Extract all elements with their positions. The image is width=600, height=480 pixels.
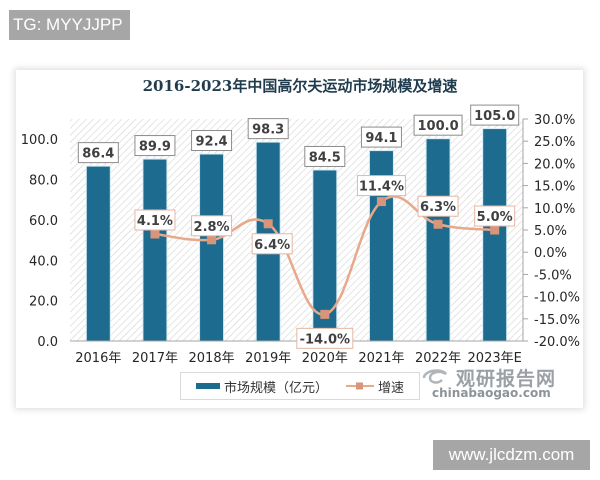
left-axis-tick-label: 60.0 xyxy=(29,214,58,229)
bar-label-box xyxy=(470,104,520,126)
line-marker xyxy=(376,197,386,207)
line-marker xyxy=(433,219,443,229)
bar xyxy=(200,154,224,341)
line-marker xyxy=(490,225,500,235)
growth-label: 4.1% xyxy=(137,214,173,229)
bar-label-box xyxy=(304,145,346,167)
growth-label-box xyxy=(474,205,516,227)
bar-label: 86.4 xyxy=(82,147,114,162)
line-marker xyxy=(263,219,273,229)
bar-value-labels: 86.4 89.9 92.4 98.3 84.5 94.1 100.0 105.0 xyxy=(77,104,520,167)
right-axis-tick-label: 5.0% xyxy=(534,224,567,239)
bar-label-box xyxy=(134,135,176,157)
bar xyxy=(143,159,167,341)
growth-label: 6.3% xyxy=(420,200,456,215)
logo-english-text: chinabaogao.com xyxy=(432,386,551,400)
x-axis-label: 2017年 xyxy=(132,351,178,366)
bar-label: 100.0 xyxy=(418,119,459,134)
legend-item-market-size: 市场规模（亿元） xyxy=(195,377,328,396)
growth-value-labels: 4.1% 2.8% 6.4% -14.0% 11.4% 6.3% 5.0% xyxy=(134,175,516,349)
left-axis-tick-label: 80.0 xyxy=(29,174,58,189)
bar-label: 94.1 xyxy=(365,131,397,146)
growth-line-series xyxy=(150,195,500,319)
growth-label-box xyxy=(417,195,459,217)
line-marker xyxy=(150,229,160,239)
legend-label-growth: 增速 xyxy=(378,380,405,396)
bar xyxy=(313,170,337,341)
left-axis-tick-label: 40.0 xyxy=(29,254,58,269)
chart-legend: 市场规模（亿元） 增速 xyxy=(180,372,420,400)
right-axis-tick-label: -5.0% xyxy=(534,268,572,283)
right-axis-tick-label: 30.0% xyxy=(534,113,575,128)
right-axis-tick-label: -20.0% xyxy=(534,335,580,350)
x-axis-label: 2021年 xyxy=(358,351,404,366)
growth-label: 2.8% xyxy=(194,220,230,235)
growth-label: 11.4% xyxy=(359,180,404,195)
growth-label: 5.0% xyxy=(477,210,513,225)
bar xyxy=(86,166,110,341)
bar-label-box xyxy=(360,126,402,148)
growth-label-box xyxy=(134,209,176,231)
right-axis-ticks: 30.0% 25.0% 20.0% 15.0% 10.0% 5.0% 0.0% -5.0% -1… xyxy=(523,113,580,350)
right-axis-tick-label: -15.0% xyxy=(534,313,580,328)
bar-label: 92.4 xyxy=(196,135,228,150)
right-axis-tick-label: 20.0% xyxy=(534,157,575,172)
left-axis-tick-label: 20.0 xyxy=(29,295,58,310)
bar xyxy=(483,129,507,341)
right-axis-tick-label: 10.0% xyxy=(534,202,575,217)
left-axis-tick-label: 0.0 xyxy=(37,335,58,350)
bar-label-box xyxy=(77,142,119,164)
bar-label: 89.9 xyxy=(139,140,171,155)
x-axis-label: 2019年 xyxy=(245,351,291,366)
chart-title: 2016-2023年中国高尔夫运动市场规模及增速 xyxy=(142,77,458,95)
bar-label-box xyxy=(247,118,289,140)
left-axis-tick-label: 100.0 xyxy=(21,133,58,148)
growth-label-box xyxy=(191,215,233,237)
swirl-logo-icon xyxy=(422,369,448,384)
watermark-top: TG: MYYJJPP xyxy=(9,10,130,40)
bar xyxy=(426,139,450,341)
growth-label: 6.4% xyxy=(254,238,290,253)
right-axis-tick-label: -10.0% xyxy=(534,291,580,306)
line-marker xyxy=(207,235,217,245)
growth-label-box xyxy=(356,175,406,197)
x-axis-label: 2020年 xyxy=(302,351,348,366)
legend-label-market-size: 市场规模（亿元） xyxy=(223,380,328,396)
line-marker-swatch-icon xyxy=(346,382,374,390)
left-axis-ticks: 0.0 20.0 40.0 60.0 80.0 100.0 xyxy=(21,133,58,350)
logo-chinese-text: 观研报告网 xyxy=(456,368,557,390)
legend-item-growth: 增速 xyxy=(346,377,404,396)
bar-label-box xyxy=(191,130,233,152)
right-axis-tick-label: 0.0% xyxy=(534,246,567,261)
right-axis-tick-label: 15.0% xyxy=(534,180,575,195)
bar-label: 105.0 xyxy=(474,109,515,124)
bar-label: 98.3 xyxy=(252,123,284,138)
bar-label: 84.5 xyxy=(309,150,341,165)
growth-label-box xyxy=(251,233,293,255)
line-marker xyxy=(320,309,330,319)
bar-swatch-icon xyxy=(195,383,220,389)
x-axis-label: 2016年 xyxy=(75,351,121,366)
x-axis-label: 2022年 xyxy=(415,351,461,366)
watermark-bottom: www.jlcdzm.com xyxy=(433,440,590,470)
growth-label-box xyxy=(296,327,354,349)
bar-label-box xyxy=(413,114,463,136)
source-logo: 观研报告网 chinabaogao.com xyxy=(420,364,570,404)
x-axis-labels: 2016年 2017年 2018年 2019年 2020年 2021年 2022年 2023年… xyxy=(75,351,522,366)
x-axis-label: 2023年E xyxy=(468,351,522,366)
growth-label: -14.0% xyxy=(300,332,351,347)
right-axis-tick-label: 25.0% xyxy=(534,135,575,150)
x-axis-label: 2018年 xyxy=(189,351,235,366)
